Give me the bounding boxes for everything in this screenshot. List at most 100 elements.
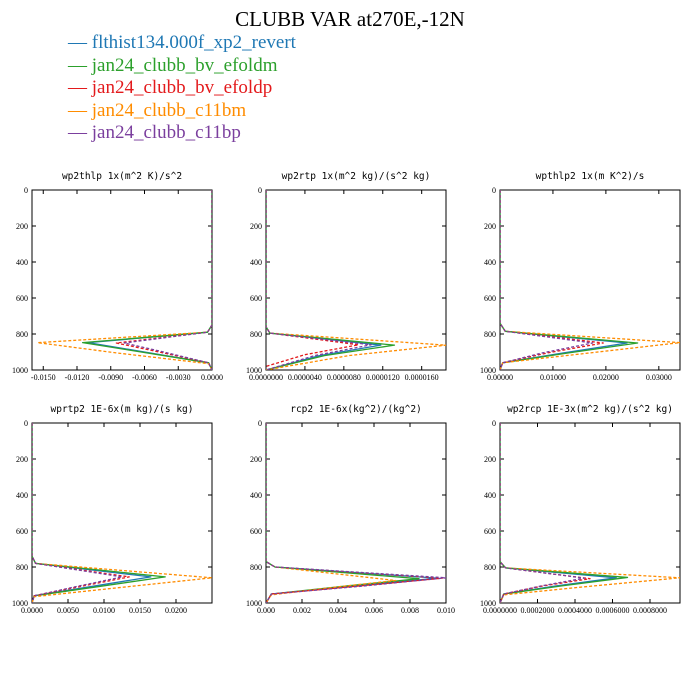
legend: — flthist134.000f_xp2_revert — jan24_clu… [68,32,296,145]
y-tick-label: 200 [484,222,496,231]
x-tick-label: 0.02000 [593,373,619,382]
legend-label: jan24_clubb_bv_efoldp [91,77,273,98]
x-tick-label: 0.0000 [201,373,223,382]
y-tick-label: 0 [24,186,28,195]
chart-panel: rcp2 1E-6x(kg^2)/(kg^2) 0 200 400 600 800 1000… [246,404,455,615]
legend-entry: — jan24_clubb_bv_efoldp [68,77,296,100]
legend-dash-icon: — [68,122,92,143]
x-tick-label: 0.0000160 [405,373,439,382]
y-tick-label: 800 [16,330,28,339]
plot-frame [31,189,213,371]
series-line [500,190,604,370]
x-tick-label: 0.000 [257,606,275,615]
series-line [266,190,396,370]
y-tick-label: 200 [484,455,496,464]
legend-dash-icon: — [68,99,92,121]
series-line [266,190,446,370]
series-line [500,423,591,603]
y-tick-label: 0 [492,419,496,428]
y-tick-label: 600 [484,527,496,536]
legend-label: jan24_clubb_bv_efoldm [91,54,278,76]
figure-title: CLUBB VAR at270E,-12N [235,7,465,31]
y-tick-label: 800 [250,330,262,339]
x-tick-label: -0.0060 [132,373,157,382]
x-tick-label: 0.0008000 [633,606,667,615]
series-line [500,423,629,603]
x-tick-label: 0.0004000 [558,606,592,615]
series-line [123,190,212,370]
y-tick-label: 600 [484,294,496,303]
legend-dash-icon: — [68,32,92,53]
y-tick-label: 400 [484,491,496,500]
y-tick-label: 600 [16,527,28,536]
x-tick-label: 0.008 [401,606,419,615]
chart-panel: wp2thlp 1x(m^2 K)/s^202004006008001000-0… [12,171,223,382]
y-tick-label: 600 [250,294,262,303]
y-tick-label: 400 [16,491,28,500]
x-tick-label: 0.004 [329,606,347,615]
legend-entry: — flthist134.000f_xp2_revert [68,32,296,55]
y-tick-label: 600 [16,294,28,303]
y-tick-label: 400 [250,258,262,267]
y-tick-label: 200 [16,455,28,464]
legend-dash-icon: — [68,54,92,76]
series-line [32,423,130,603]
y-tick-label: 200 [250,222,262,231]
series-line [266,423,446,603]
series-line [36,190,212,370]
series-line [266,423,420,603]
x-tick-label: 0.0100 [93,606,115,615]
series-line [115,190,212,370]
x-tick-label: 0.0006000 [596,606,630,615]
series-line [500,423,617,603]
chart-panel: wpthlp2 1x(m K^2)/s 0 200 400 600 800 10000.00… [480,171,681,382]
x-tick-label: 0.0200 [165,606,187,615]
y-tick-label: 800 [484,563,496,572]
series-line [266,190,372,370]
panel-title: wprtp2 1E-6x(m kg)/(s kg) [51,404,194,415]
chart-panel: wp2rcp 1E-3x(m^2 kg)/(s^2 kg) 0 200 400 600 8… [480,404,681,615]
x-tick-label: 0.01000 [540,373,566,382]
y-tick-label: 1000 [246,366,262,375]
x-tick-label: 0.0000000 [249,373,283,382]
y-tick-label: 800 [484,330,496,339]
x-tick-label: 0.0002000 [521,606,555,615]
legend-label: flthist134.000f_xp2_revert [91,32,296,53]
y-tick-label: 800 [16,563,28,572]
legend-dash-icon: — [68,77,92,98]
series-line [266,190,382,370]
series-line [81,190,212,370]
x-tick-label: 0.010 [437,606,455,615]
legend-label: jan24_clubb_c11bp [91,122,241,143]
series-line [500,190,594,370]
y-tick-label: 400 [250,491,262,500]
x-tick-label: 0.0000000 [483,606,517,615]
y-tick-label: 200 [250,455,262,464]
y-tick-label: 1000 [12,599,28,608]
y-tick-label: 0 [24,419,28,428]
x-tick-label: 0.03000 [646,373,672,382]
panel-title: wp2rcp 1E-3x(m^2 kg)/(s^2 kg) [507,404,673,415]
series-line [32,423,152,603]
y-tick-label: 1000 [480,599,496,608]
y-tick-label: 1000 [12,366,28,375]
y-tick-label: 400 [484,258,496,267]
x-tick-label: 0.0000 [21,606,43,615]
y-tick-label: 200 [16,222,28,231]
x-tick-label: 0.0000080 [327,373,361,382]
series-line [32,423,212,603]
legend-entry: — jan24_clubb_c11bm [68,100,296,123]
x-tick-label: -0.0150 [31,373,56,382]
panel-title: wp2rtp 1x(m^2 kg)/(s^2 kg) [282,171,431,182]
x-tick-label: 0.0000040 [288,373,322,382]
x-tick-label: 0.0000120 [366,373,400,382]
legend-entry: — jan24_clubb_bv_efoldm [68,55,296,78]
chart-panel: wp2rtp 1x(m^2 kg)/(s^2 kg) 0 200 400 600 800 1… [246,171,447,382]
x-tick-label: -0.0120 [65,373,90,382]
x-tick-label: 0.00000 [487,373,513,382]
panel-title: wp2thlp 1x(m^2 K)/s^2 [62,171,182,182]
y-tick-label: 0 [258,186,262,195]
x-tick-label: 0.0050 [57,606,79,615]
y-tick-label: 600 [250,527,262,536]
y-tick-label: 0 [492,186,496,195]
